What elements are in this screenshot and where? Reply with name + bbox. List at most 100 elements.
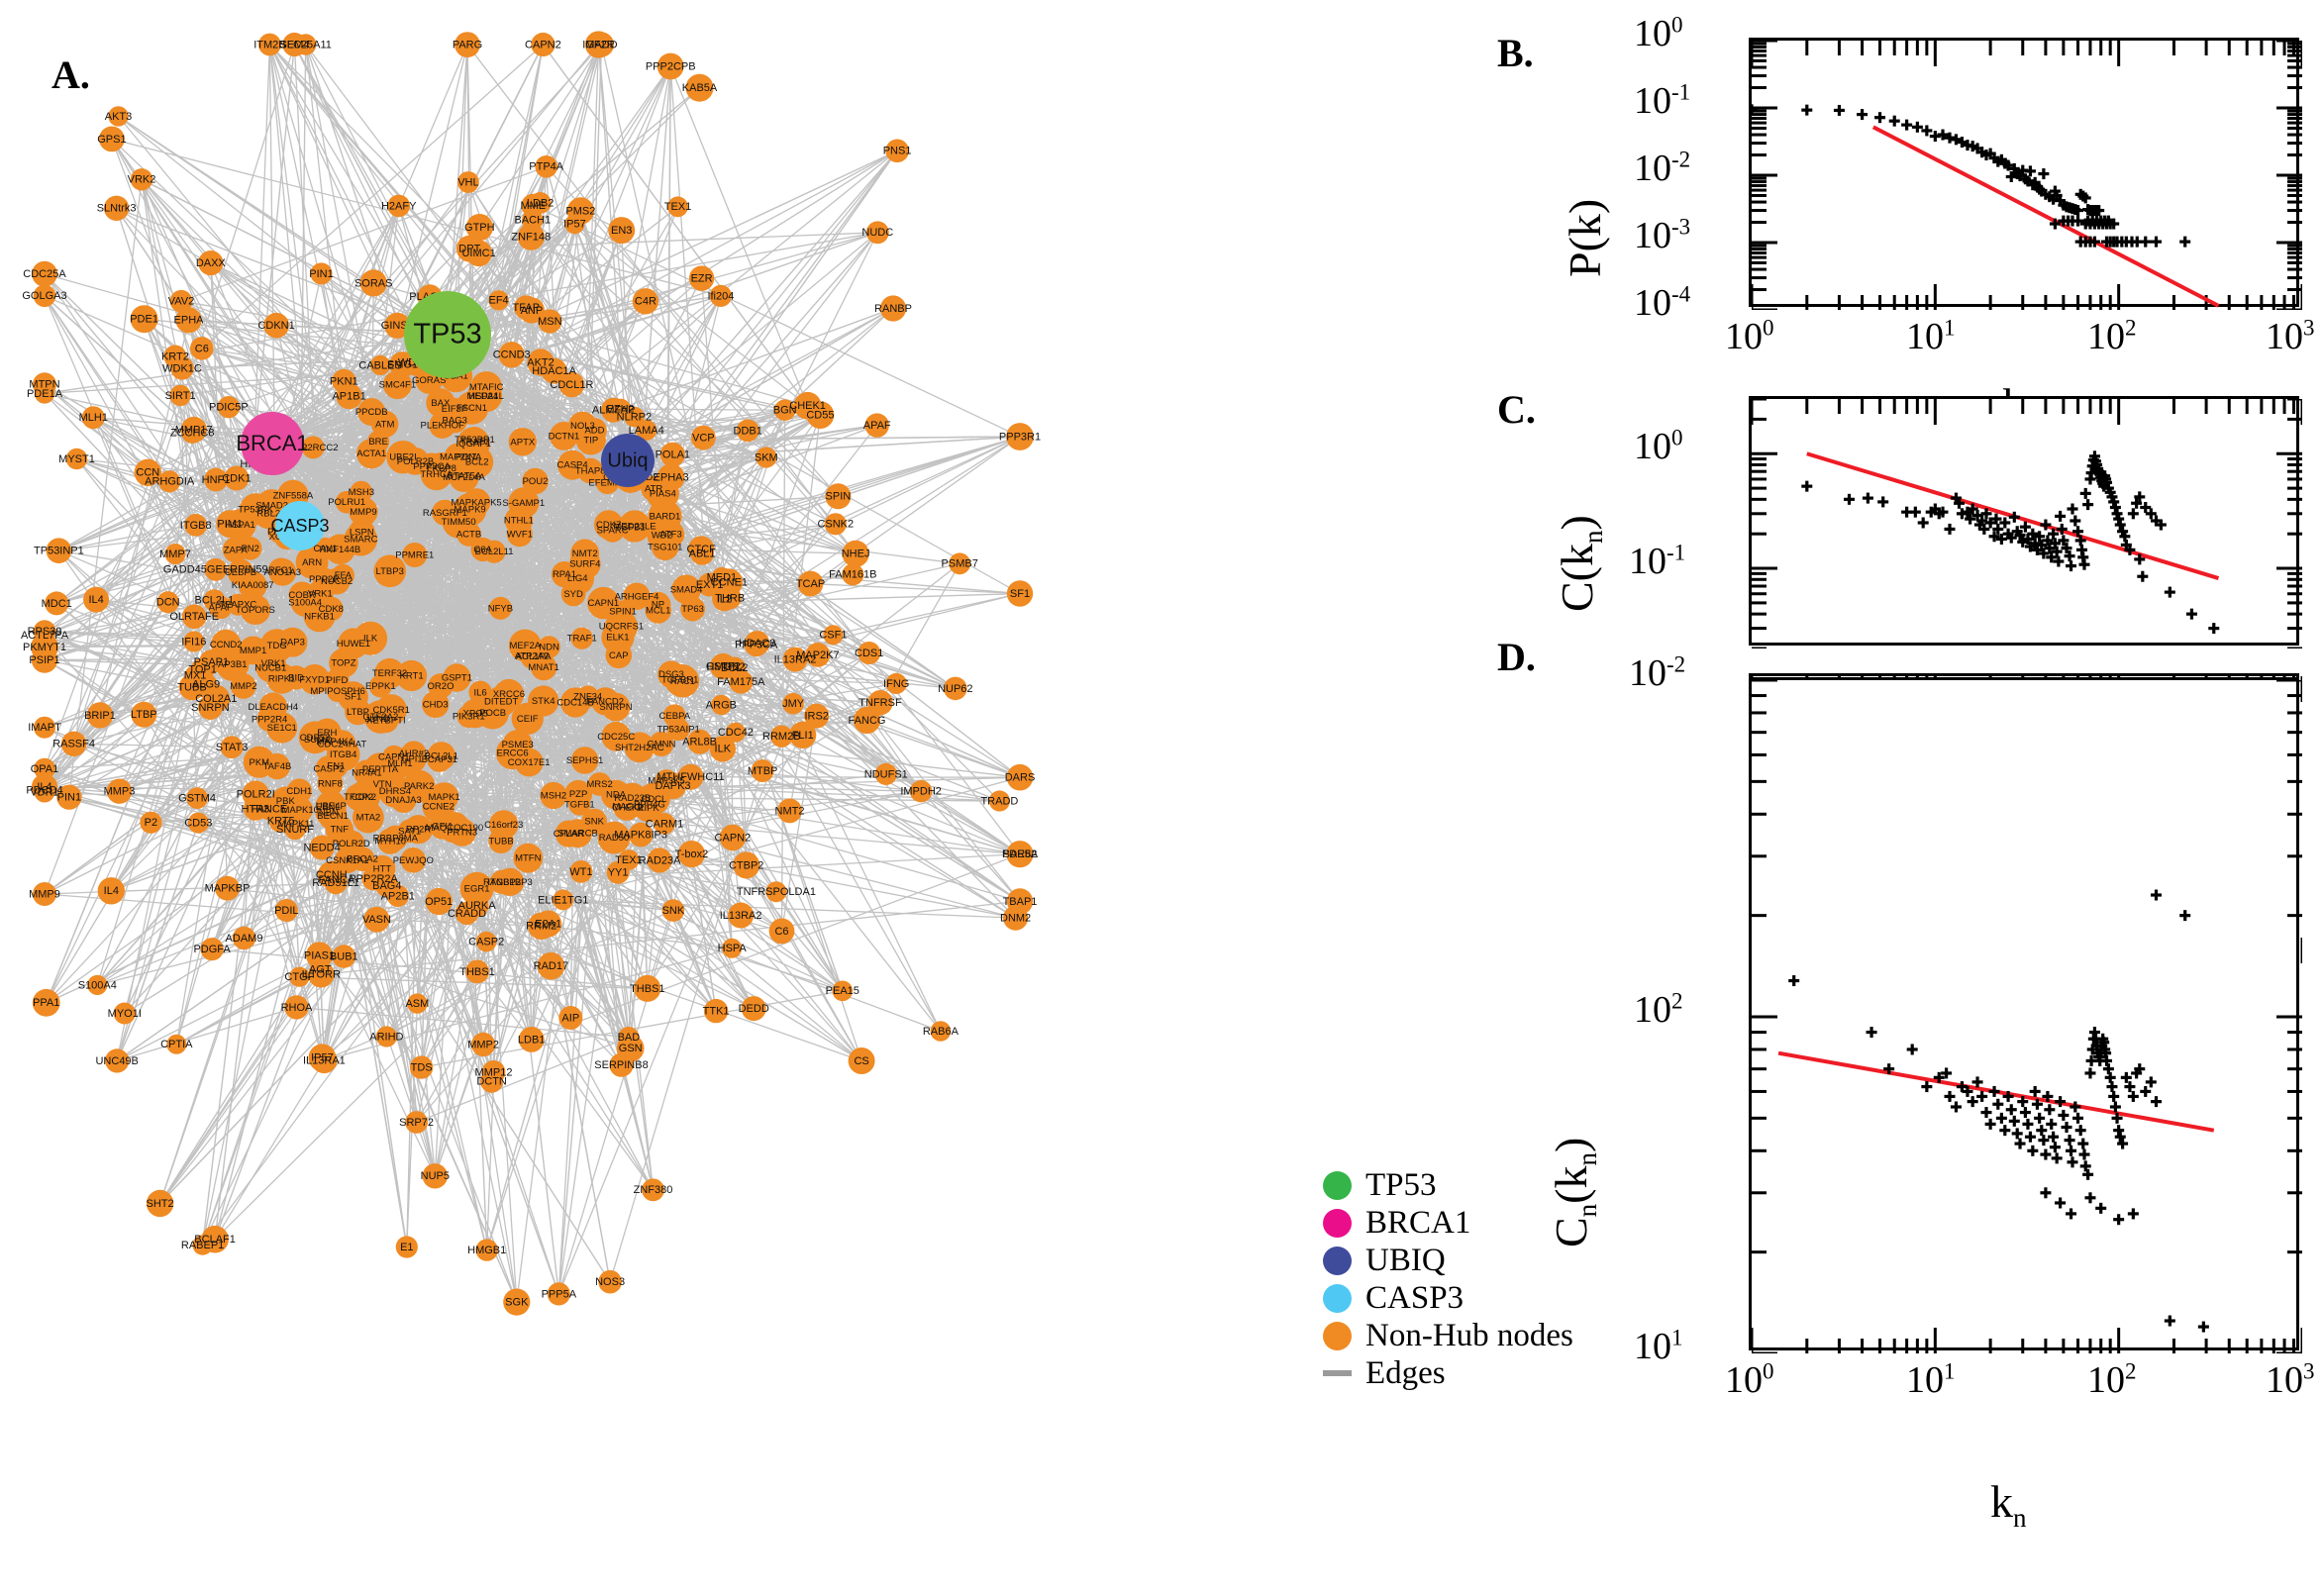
network-node[interactable]: [744, 633, 768, 657]
network-node[interactable]: [600, 518, 625, 543]
network-node[interactable]: [468, 680, 492, 704]
network-node[interactable]: [582, 418, 607, 443]
network-node[interactable]: [685, 73, 714, 102]
network-node[interactable]: [944, 676, 967, 701]
network-node[interactable]: [777, 798, 802, 824]
network-node[interactable]: [535, 155, 557, 178]
network-node[interactable]: [456, 427, 490, 460]
network-node[interactable]: [725, 722, 746, 743]
network-node[interactable]: [475, 931, 497, 952]
network-node[interactable]: [370, 354, 391, 375]
network-node[interactable]: [1009, 844, 1031, 865]
network-node[interactable]: [366, 768, 398, 800]
network-node[interactable]: [202, 684, 231, 713]
network-node[interactable]: [457, 171, 479, 193]
network-node[interactable]: [528, 912, 556, 940]
network-node[interactable]: [309, 835, 335, 860]
network-node[interactable]: [373, 554, 407, 588]
network-node[interactable]: [239, 636, 267, 665]
network-node[interactable]: [387, 194, 411, 218]
network-node[interactable]: [659, 442, 685, 467]
network-node[interactable]: [656, 52, 684, 80]
network-node[interactable]: [368, 674, 392, 698]
network-node[interactable]: [334, 848, 360, 873]
network-node[interactable]: [146, 1189, 174, 1218]
network-node[interactable]: [480, 1069, 504, 1093]
network-node[interactable]: [765, 881, 787, 903]
network-node[interactable]: [65, 448, 88, 470]
network-node[interactable]: [430, 782, 459, 812]
network-node[interactable]: [503, 1288, 531, 1316]
network-node[interactable]: [454, 32, 480, 57]
network-node[interactable]: [688, 265, 715, 291]
network-node[interactable]: [215, 875, 240, 901]
network-node[interactable]: [407, 993, 428, 1014]
network-node[interactable]: [722, 938, 743, 958]
network-node[interactable]: [513, 843, 544, 873]
network-node[interactable]: [723, 656, 747, 680]
network-node[interactable]: [448, 818, 476, 847]
network-node[interactable]: [156, 591, 179, 614]
network-node[interactable]: [475, 1239, 498, 1261]
network-node[interactable]: [409, 1055, 434, 1079]
network-node[interactable]: [517, 223, 545, 250]
network-node[interactable]: [344, 522, 378, 556]
network-node[interactable]: [570, 539, 600, 568]
network-node[interactable]: [158, 470, 181, 493]
hub-node-tp53[interactable]: [404, 291, 491, 378]
network-node[interactable]: [853, 706, 881, 735]
network-node[interactable]: [624, 732, 656, 763]
network-node[interactable]: [274, 899, 298, 922]
network-node[interactable]: [488, 828, 514, 853]
network-node[interactable]: [690, 425, 716, 450]
network-node[interactable]: [677, 841, 706, 868]
network-node[interactable]: [422, 690, 450, 719]
network-node[interactable]: [654, 813, 675, 835]
network-node[interactable]: [178, 673, 206, 701]
network-node[interactable]: [60, 731, 87, 756]
network-node[interactable]: [181, 604, 207, 630]
network-node[interactable]: [557, 449, 588, 480]
network-node[interactable]: [33, 882, 56, 906]
network-node[interactable]: [610, 398, 632, 420]
network-node[interactable]: [310, 262, 333, 285]
network-node[interactable]: [498, 342, 525, 368]
network-node[interactable]: [555, 820, 582, 848]
network-node[interactable]: [131, 701, 157, 728]
network-node[interactable]: [550, 422, 578, 450]
network-node[interactable]: [87, 974, 108, 996]
network-node[interactable]: [286, 778, 312, 804]
network-node[interactable]: [324, 871, 348, 895]
network-node[interactable]: [232, 926, 256, 950]
network-node[interactable]: [885, 672, 907, 695]
network-node[interactable]: [598, 1269, 622, 1294]
network-node[interactable]: [832, 980, 854, 1002]
network-node[interactable]: [879, 295, 907, 322]
network-node[interactable]: [56, 784, 82, 810]
network-node[interactable]: [375, 694, 408, 726]
network-node[interactable]: [400, 848, 427, 873]
network-node[interactable]: [597, 821, 631, 854]
network-node[interactable]: [782, 647, 808, 672]
network-node[interactable]: [663, 663, 696, 696]
network-node[interactable]: [636, 419, 657, 441]
network-node[interactable]: [106, 778, 133, 804]
network-node[interactable]: [508, 629, 542, 662]
network-node[interactable]: [661, 899, 685, 922]
network-node[interactable]: [709, 284, 733, 307]
network-node[interactable]: [288, 581, 316, 609]
network-node[interactable]: [201, 1225, 229, 1253]
network-node[interactable]: [99, 126, 125, 152]
network-node[interactable]: [584, 31, 613, 58]
network-node[interactable]: [181, 422, 204, 444]
network-node[interactable]: [537, 951, 565, 980]
network-node[interactable]: [667, 196, 688, 218]
network-node[interactable]: [175, 307, 202, 334]
network-node[interactable]: [130, 305, 158, 334]
network-node[interactable]: [527, 349, 555, 376]
network-node[interactable]: [422, 1163, 448, 1189]
network-node[interactable]: [570, 627, 593, 649]
hub-node-brca1[interactable]: [241, 412, 304, 475]
network-node[interactable]: [690, 542, 714, 565]
network-node[interactable]: [217, 396, 241, 419]
